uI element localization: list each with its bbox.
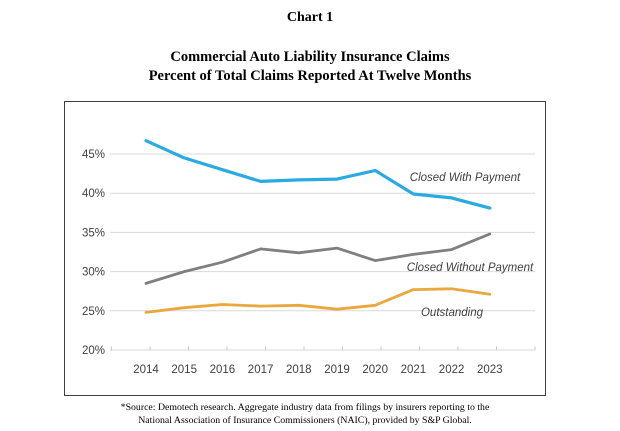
- chart-subtitle-line2: Percent of Total Claims Reported At Twel…: [148, 68, 472, 84]
- x-axis-label-2017: 2017: [248, 364, 274, 376]
- x-axis-label-2014: 2014: [133, 364, 159, 376]
- series-line-closed-with-payment: [144, 139, 492, 210]
- title-block: Chart 1 Commercial Auto Liability Insura…: [0, 10, 620, 86]
- chart-frame: 20% 25% 30% 35% 40% 45% 2014 2015 2016 2017 2018 20…: [64, 101, 546, 396]
- y-axis-label-25: 25%: [82, 306, 105, 318]
- y-axis-label-20: 20%: [82, 345, 105, 357]
- x-axis-label-2023: 2023: [477, 364, 503, 376]
- y-axis-label-30: 30%: [82, 267, 105, 279]
- source-footnote-line1: *Source: Demotech research. Aggregate in…: [120, 402, 490, 413]
- x-axis-label-2019: 2019: [324, 364, 350, 376]
- series-line-closed-without-payment: [144, 232, 492, 285]
- y-axis-label-45: 45%: [82, 149, 105, 161]
- x-axis-label-2022: 2022: [439, 364, 465, 376]
- x-axis-label-2021: 2021: [401, 364, 427, 376]
- chart-area: 20% 25% 30% 35% 40% 45% 2014 2015 2016 2017 2018 20…: [65, 102, 545, 394]
- series-line-outstanding: [144, 287, 492, 314]
- source-footnote: *Source: Demotech research. Aggregate in…: [64, 401, 546, 427]
- source-footnote-line2: National Association of Insurance Commis…: [138, 415, 472, 426]
- series-label-closed-without-payment: Closed Without Payment: [407, 262, 534, 274]
- x-axis-label-2015: 2015: [171, 364, 197, 376]
- x-axis-label-2018: 2018: [286, 364, 312, 376]
- x-axis-label-2020: 2020: [362, 364, 388, 376]
- series-label-outstanding: Outstanding: [421, 307, 484, 319]
- y-axis-label-40: 40%: [82, 188, 105, 200]
- x-axis-label-2016: 2016: [210, 364, 236, 376]
- series-label-closed-with-payment: Closed With Payment: [410, 172, 521, 184]
- y-axis-label-35: 35%: [82, 227, 105, 239]
- chart-subtitle-line1: Commercial Auto Liability Insurance Clai…: [170, 49, 450, 65]
- chart-number: Chart 1: [286, 10, 334, 25]
- line-chart: 20% 25% 30% 35% 40% 45% 2014 2015 2016 2017 2018 20…: [82, 139, 536, 376]
